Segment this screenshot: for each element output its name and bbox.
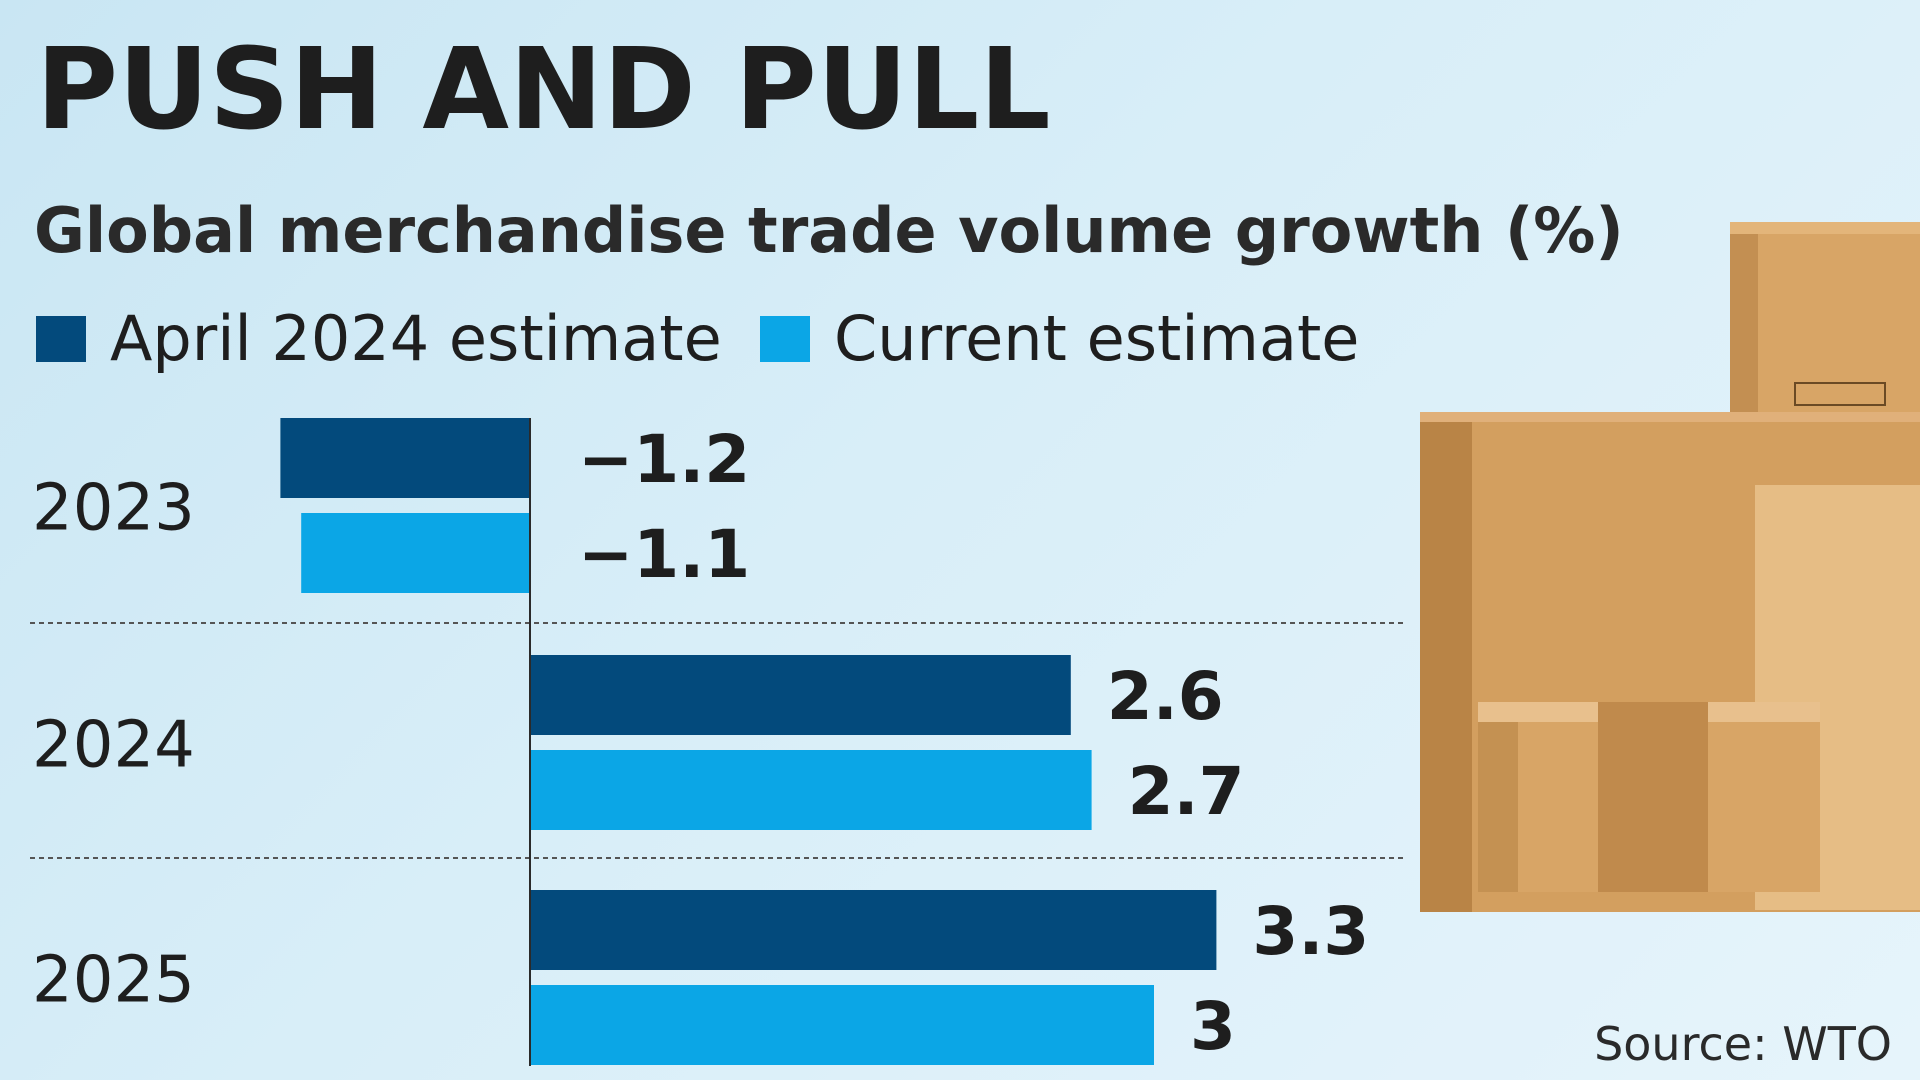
- value-label-2024-series-2: 2.7: [1128, 753, 1245, 830]
- box-top-side: [1730, 222, 1758, 412]
- legend: April 2024 estimate Current estimate: [36, 302, 1359, 375]
- box-top: [1730, 222, 1920, 412]
- box-front-tape: [1598, 702, 1708, 892]
- category-label-2024: 2024: [32, 709, 195, 783]
- box-front-side: [1478, 722, 1518, 892]
- bar-2023-series-1: [280, 418, 530, 498]
- legend-swatch-1: [36, 316, 86, 362]
- category-label-2023: 2023: [32, 472, 195, 546]
- value-label-2024-series-1: 2.6: [1107, 658, 1224, 735]
- legend-label-2: Current estimate: [834, 302, 1359, 375]
- source-note: Source: WTO: [1594, 1017, 1892, 1071]
- bar-2025-series-1: [530, 890, 1217, 970]
- value-label-2025-series-2: 3: [1190, 988, 1236, 1065]
- legend-swatch-2: [760, 316, 810, 362]
- box-top-label: [1794, 382, 1886, 406]
- legend-label-1: April 2024 estimate: [110, 302, 722, 375]
- box-large-edge: [1420, 412, 1920, 422]
- chart-title: PUSH AND PULL: [36, 25, 1051, 155]
- bar-2024-series-1: [530, 655, 1071, 735]
- value-label-2023-series-1: −1.2: [578, 421, 750, 498]
- cardboard-boxes-illustration: [1420, 222, 1920, 912]
- bar-2025-series-2: [530, 985, 1154, 1065]
- box-top-lid: [1730, 222, 1920, 234]
- category-label-2025: 2025: [32, 944, 195, 1018]
- plot-area: 2023 −1.2 −1.1 2024 2.6 2.7 2025 3.33: [30, 418, 1405, 1066]
- box-large-side: [1420, 412, 1472, 912]
- bar-2023-series-2: [301, 513, 530, 593]
- chart-subtitle: Global merchandise trade volume growth (…: [34, 194, 1624, 267]
- value-label-2025-series-1: 3.3: [1252, 893, 1369, 970]
- bar-2024-series-2: [530, 750, 1092, 830]
- value-label-2023-series-2: −1.1: [578, 516, 750, 593]
